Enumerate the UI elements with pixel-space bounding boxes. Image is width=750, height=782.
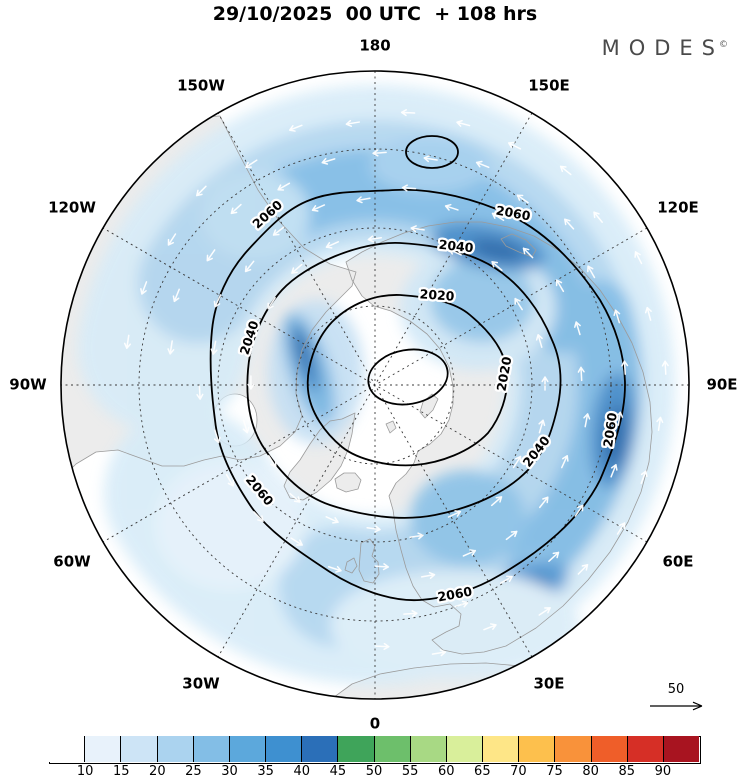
lon-label-90w: 90W — [9, 376, 47, 394]
reference-arrow-label: 50 — [668, 682, 685, 697]
colorbar-tick-label: 50 — [365, 764, 383, 779]
lon-label-120e: 120E — [657, 199, 699, 217]
lon-label-150w: 150W — [177, 77, 225, 95]
colorbar-tick-label: 45 — [329, 764, 347, 779]
lon-label-60e: 60E — [662, 553, 693, 571]
colorbar-tick-label: 90 — [654, 764, 672, 779]
colorbar-tick-label: 75 — [546, 764, 563, 779]
lon-label-90e: 90E — [706, 376, 737, 394]
longitude-labels: 180 150E 120E 90E 60E 30E 0 30W 60W 90W … — [9, 37, 737, 733]
contour-2040-ring — [246, 242, 562, 519]
colorbar-tick-label: 65 — [474, 764, 491, 779]
colorbar-tick-label: 35 — [257, 764, 274, 779]
lon-label-180: 180 — [359, 37, 390, 55]
colorbar-tick-label: 15 — [112, 764, 130, 779]
contour-label: 2020 — [419, 286, 455, 303]
map-circle-boundary — [60, 70, 690, 700]
colorbar-tick-label: 60 — [437, 764, 455, 779]
weather-map: 2060 2060 2040 2020 2020 2040 2060 2040 … — [9, 37, 737, 733]
colorbar-tick-label: 85 — [618, 764, 636, 779]
colorbar-ticks: 10 15 20 25 30 35 40 45 50 55 60 65 70 75 80 85 90 — [49, 764, 699, 780]
colorbar-tick-label: 20 — [149, 764, 166, 779]
copyright-mark: © — [719, 40, 728, 50]
lon-label-30w: 30W — [182, 675, 220, 693]
lon-label-30e: 30E — [533, 675, 564, 693]
chart-title: 29/10/2025 00 UTC + 108 hrs — [212, 3, 538, 25]
lon-label-0: 0 — [370, 715, 380, 733]
contour-2020-ring — [306, 294, 509, 467]
modes-logo: MODES© — [602, 36, 728, 60]
contour-2060-ring — [209, 188, 626, 602]
contour-label: 2040 — [438, 237, 474, 256]
lon-label-60w: 60W — [53, 553, 91, 571]
geopotential-contours — [209, 135, 626, 602]
colorbar-tick-label: 70 — [510, 764, 527, 779]
lon-label-120w: 120W — [48, 199, 96, 217]
contour-inner-low — [367, 348, 449, 406]
contour-top-closed — [405, 135, 459, 169]
lon-label-150e: 150E — [528, 77, 570, 95]
colorbar-tick-label: 80 — [582, 764, 599, 779]
reference-arrow: 50 — [650, 682, 703, 711]
colorbar — [49, 736, 701, 764]
modes-logo-text: MODES — [601, 36, 724, 60]
colorbar-tick-label: 40 — [293, 764, 311, 779]
colorbar-tick-label: 10 — [76, 764, 94, 779]
reference-arrow-icon — [650, 701, 703, 711]
colorbar-tick-label: 55 — [401, 764, 419, 779]
wind-speed-shading — [78, 84, 675, 685]
colorbar-tick-label: 30 — [221, 764, 238, 779]
colorbar-tick-label: 25 — [185, 764, 202, 779]
